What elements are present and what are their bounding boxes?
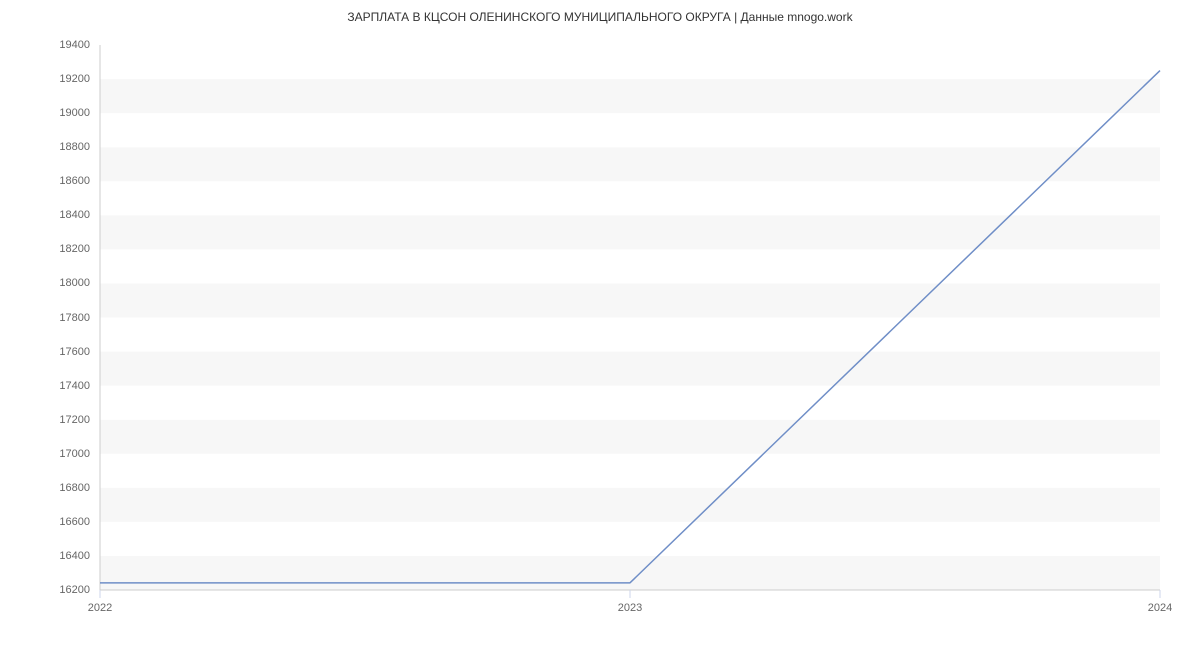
y-axis-tick-label: 18200 <box>0 243 90 255</box>
grid-band <box>100 147 1160 181</box>
y-axis-tick-label: 16800 <box>0 482 90 494</box>
y-axis-tick-label: 17400 <box>0 380 90 392</box>
y-axis-tick-label: 16600 <box>0 516 90 528</box>
y-axis-tick-label: 17600 <box>0 346 90 358</box>
x-axis-tick-label: 2022 <box>88 602 112 614</box>
grid-band <box>100 45 1160 79</box>
x-axis-tick-label: 2024 <box>1148 602 1172 614</box>
grid-band <box>100 181 1160 215</box>
y-axis-tick-label: 16200 <box>0 584 90 596</box>
y-axis-tick-label: 18400 <box>0 209 90 221</box>
y-axis-tick-label: 18000 <box>0 277 90 289</box>
y-axis-tick-label: 16400 <box>0 550 90 562</box>
y-axis-tick-label: 17200 <box>0 414 90 426</box>
grid-band <box>100 113 1160 147</box>
y-axis-tick-label: 17000 <box>0 448 90 460</box>
y-axis-tick-label: 19200 <box>0 73 90 85</box>
x-axis-tick-label: 2023 <box>618 602 642 614</box>
grid-band <box>100 318 1160 352</box>
y-axis-tick-label: 19400 <box>0 39 90 51</box>
y-axis-tick-label: 18800 <box>0 141 90 153</box>
grid-band <box>100 556 1160 590</box>
chart-svg <box>0 0 1200 650</box>
grid-band <box>100 283 1160 317</box>
y-axis-tick-label: 17800 <box>0 312 90 324</box>
y-axis-tick-label: 18600 <box>0 175 90 187</box>
grid-band <box>100 249 1160 283</box>
y-axis-tick-label: 19000 <box>0 107 90 119</box>
grid-band <box>100 454 1160 488</box>
grid-band <box>100 352 1160 386</box>
grid-band <box>100 79 1160 113</box>
grid-band <box>100 522 1160 556</box>
grid-band <box>100 420 1160 454</box>
chart-container: ЗАРПЛАТА В КЦСОН ОЛЕНИНСКОГО МУНИЦИПАЛЬН… <box>0 0 1200 650</box>
grid-band <box>100 386 1160 420</box>
grid-band <box>100 215 1160 249</box>
grid-band <box>100 488 1160 522</box>
